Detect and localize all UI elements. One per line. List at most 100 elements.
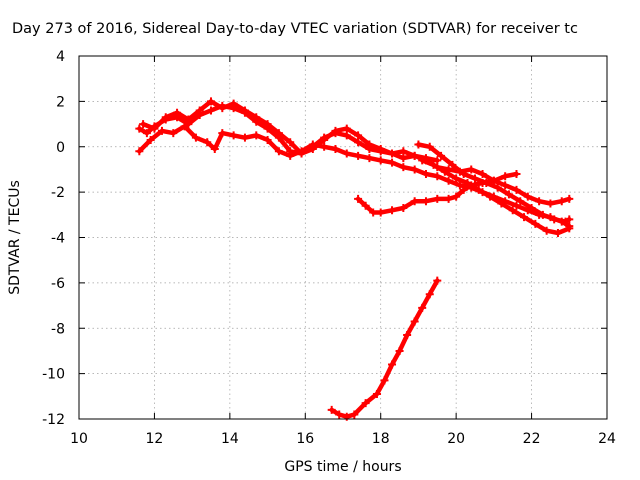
data-point bbox=[180, 122, 189, 131]
series-track-4 bbox=[414, 140, 574, 226]
data-point bbox=[376, 145, 385, 154]
y-tick-label: 2 bbox=[56, 94, 65, 110]
data-point bbox=[410, 317, 419, 326]
data-point bbox=[173, 108, 182, 117]
y-tick-label: 4 bbox=[56, 49, 65, 65]
data-point bbox=[429, 160, 438, 169]
data-point bbox=[308, 140, 317, 149]
data-point bbox=[342, 124, 351, 133]
data-point bbox=[433, 194, 442, 203]
data-point bbox=[535, 197, 544, 206]
data-point bbox=[399, 204, 408, 213]
data-point bbox=[286, 151, 295, 160]
data-point bbox=[553, 228, 562, 237]
data-point bbox=[157, 126, 166, 135]
data-point bbox=[418, 303, 427, 312]
data-point bbox=[335, 410, 344, 419]
data-point bbox=[376, 156, 385, 165]
data-point bbox=[414, 140, 423, 149]
data-series-layer bbox=[135, 97, 574, 421]
plot-frame bbox=[78, 55, 608, 420]
data-point bbox=[421, 169, 430, 178]
data-point bbox=[501, 181, 510, 190]
data-point bbox=[354, 131, 363, 140]
series-line bbox=[419, 158, 572, 236]
data-point bbox=[557, 197, 566, 206]
data-point bbox=[425, 290, 434, 299]
data-point bbox=[388, 149, 397, 158]
x-tick-label: 24 bbox=[598, 431, 616, 447]
data-point bbox=[493, 183, 502, 192]
data-point bbox=[538, 210, 547, 219]
data-point bbox=[452, 174, 461, 183]
data-point bbox=[542, 226, 551, 235]
data-point bbox=[240, 133, 249, 142]
data-point bbox=[452, 192, 461, 201]
data-point bbox=[433, 172, 442, 181]
data-point bbox=[229, 99, 238, 108]
data-point bbox=[331, 126, 340, 135]
data-point bbox=[410, 165, 419, 174]
data-point bbox=[142, 129, 151, 138]
data-point bbox=[361, 399, 370, 408]
data-point bbox=[161, 113, 170, 122]
data-point bbox=[433, 156, 442, 165]
data-point bbox=[252, 131, 261, 140]
y-tick-label: -2 bbox=[51, 185, 65, 201]
y-tick-label: -12 bbox=[42, 412, 65, 428]
data-point bbox=[489, 176, 498, 185]
data-point bbox=[486, 192, 495, 201]
data-point bbox=[229, 131, 238, 140]
x-tick-label: 12 bbox=[146, 431, 164, 447]
data-point bbox=[531, 219, 540, 228]
data-point bbox=[474, 185, 483, 194]
y-tick-label: -8 bbox=[51, 321, 65, 337]
data-point bbox=[512, 201, 521, 210]
data-point bbox=[184, 115, 193, 124]
data-point bbox=[550, 215, 559, 224]
series-line bbox=[137, 124, 572, 229]
data-point bbox=[395, 346, 404, 355]
data-point bbox=[376, 208, 385, 217]
data-point bbox=[327, 405, 336, 414]
data-point bbox=[354, 138, 363, 147]
x-tick-label: 22 bbox=[523, 431, 541, 447]
series-track-5 bbox=[418, 156, 574, 237]
data-point bbox=[504, 190, 513, 199]
data-point bbox=[146, 135, 155, 144]
data-point bbox=[565, 224, 574, 233]
y-tick-label: -10 bbox=[42, 367, 65, 383]
data-point bbox=[210, 145, 219, 154]
data-point bbox=[399, 154, 408, 163]
data-point bbox=[512, 169, 521, 178]
data-point bbox=[286, 138, 295, 147]
data-point bbox=[274, 147, 283, 156]
data-point bbox=[440, 167, 449, 176]
y-tick-label: -6 bbox=[51, 276, 65, 292]
data-point bbox=[372, 390, 381, 399]
data-point bbox=[516, 197, 525, 206]
data-point bbox=[444, 194, 453, 203]
data-point bbox=[207, 97, 215, 106]
data-point bbox=[342, 131, 351, 140]
data-point bbox=[425, 142, 434, 151]
data-point bbox=[263, 120, 272, 129]
data-point bbox=[459, 169, 468, 178]
data-point bbox=[252, 113, 261, 122]
x-tick-label: 14 bbox=[221, 431, 239, 447]
data-point bbox=[455, 181, 464, 190]
data-point bbox=[135, 124, 144, 133]
data-point bbox=[150, 124, 159, 133]
data-point bbox=[195, 106, 204, 115]
data-point bbox=[467, 165, 476, 174]
data-point bbox=[471, 174, 479, 183]
data-point bbox=[527, 204, 536, 213]
data-point bbox=[467, 181, 476, 190]
data-point bbox=[399, 147, 408, 156]
data-point bbox=[459, 185, 468, 194]
data-point bbox=[388, 158, 397, 167]
x-tick-label: 20 bbox=[447, 431, 465, 447]
data-point bbox=[437, 151, 446, 160]
data-point bbox=[218, 104, 227, 113]
